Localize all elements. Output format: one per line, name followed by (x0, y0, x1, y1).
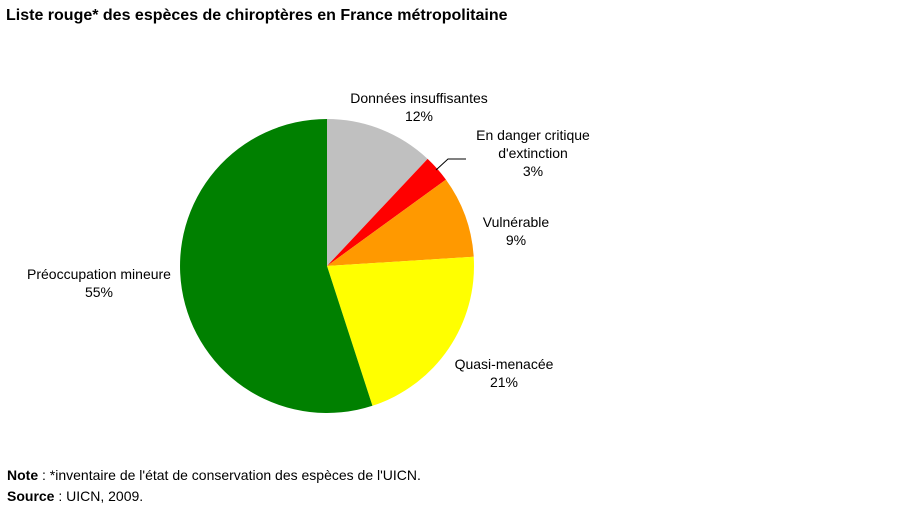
slice-name-label: d'extinction (498, 145, 568, 161)
slice-name-label: En danger critique (476, 127, 590, 143)
note-label: Note (7, 467, 39, 483)
slice-value-label: 21% (490, 374, 518, 390)
slice-name-label: Préoccupation mineure (27, 266, 171, 282)
source-line: Source : UICN, 2009. (7, 488, 143, 504)
slice-label-3: Vulnérable 9% (483, 214, 550, 248)
note-text: : *inventaire de l'état de conservation … (38, 467, 421, 483)
slice-value-label: 9% (506, 232, 526, 248)
slice-name-label: Données insuffisantes (350, 90, 488, 106)
slice-labels: Données insuffisantes 12% En danger critiq… (27, 90, 590, 390)
leader-lines (435, 158, 466, 171)
slice-label-4: Quasi-menacée 21% (455, 356, 554, 390)
pie-slice-5 (180, 119, 373, 413)
source-label: Source (7, 488, 55, 504)
pie-chart: Données insuffisantes 12% En danger critiq… (27, 90, 590, 413)
leader-line-2 (435, 158, 466, 171)
pie-slice-2 (327, 158, 446, 266)
slice-name-label: Quasi-menacée (455, 356, 554, 372)
slice-value-label: 12% (405, 108, 433, 124)
pie-slice-4 (327, 256, 475, 406)
chart-title: Liste rouge* des espèces de chiroptères … (6, 7, 508, 24)
pie-slices (180, 119, 475, 413)
note-line: Note : *inventaire de l'état de conserva… (7, 467, 421, 483)
slice-value-label: 55% (85, 284, 113, 300)
pie-slice-1 (327, 119, 428, 266)
pie-slice-3 (327, 179, 474, 266)
slice-name-label: Vulnérable (483, 214, 550, 230)
slice-value-label: 3% (523, 163, 543, 179)
slice-label-2: En danger critique d'extinction 3% (476, 127, 590, 179)
source-text: : UICN, 2009. (54, 488, 144, 504)
slice-label-1: Données insuffisantes 12% (350, 90, 488, 124)
slice-label-5: Préoccupation mineure 55% (27, 266, 171, 300)
